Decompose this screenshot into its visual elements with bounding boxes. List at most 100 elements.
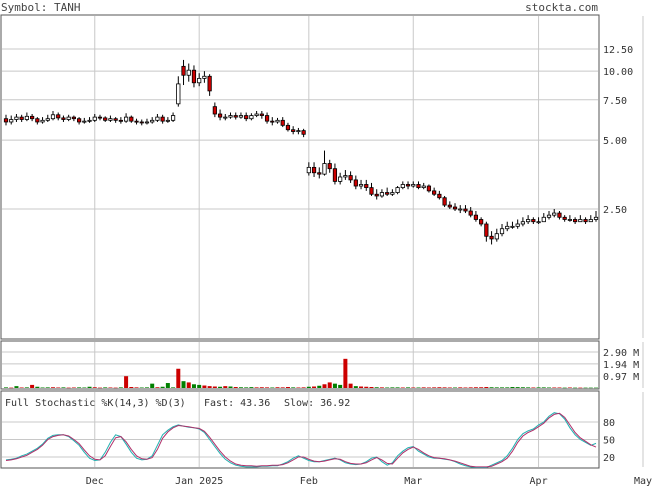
volume-bar bbox=[19, 387, 24, 389]
candle bbox=[3, 114, 9, 126]
volume-bar bbox=[165, 383, 170, 388]
candle-body bbox=[578, 219, 583, 223]
volume-bar bbox=[223, 386, 228, 388]
candle-body bbox=[468, 210, 473, 216]
stochastic-fast-label: Fast: 43.36 bbox=[204, 398, 270, 409]
candle bbox=[238, 112, 244, 119]
volume-bar bbox=[426, 387, 431, 389]
candle-body bbox=[317, 172, 322, 175]
volume-bar bbox=[160, 386, 165, 388]
volume-bar bbox=[296, 387, 301, 389]
candle bbox=[510, 221, 515, 229]
candle bbox=[14, 114, 19, 122]
volume-bar bbox=[139, 387, 144, 389]
volume-bar bbox=[129, 387, 134, 388]
candle-body bbox=[61, 117, 66, 120]
volume-bar bbox=[233, 387, 238, 388]
candle-body bbox=[452, 206, 458, 210]
volume-bar bbox=[77, 387, 82, 388]
candle bbox=[76, 117, 82, 125]
candle bbox=[400, 181, 405, 190]
volume-bar bbox=[353, 386, 358, 388]
grid-lines bbox=[2, 16, 644, 467]
candle bbox=[197, 73, 202, 87]
candle-body bbox=[526, 219, 531, 223]
volume-bar bbox=[379, 387, 384, 388]
candle-body bbox=[3, 118, 9, 123]
candle bbox=[191, 65, 197, 88]
volume-bar bbox=[202, 385, 207, 388]
candle-body bbox=[181, 65, 186, 76]
candle-body bbox=[374, 193, 379, 197]
candle bbox=[578, 215, 583, 223]
candle bbox=[432, 187, 437, 196]
volume-bar bbox=[197, 384, 202, 388]
candle bbox=[536, 217, 541, 224]
candle-body bbox=[82, 120, 87, 123]
candle bbox=[249, 113, 254, 121]
volume-bar bbox=[306, 386, 311, 388]
candle bbox=[520, 217, 526, 227]
volume-bar bbox=[484, 387, 489, 388]
candle-body bbox=[254, 113, 259, 116]
volume-bar bbox=[505, 387, 510, 388]
candle bbox=[270, 117, 275, 126]
candle-body bbox=[546, 214, 552, 218]
candle bbox=[546, 211, 552, 220]
volume-bar bbox=[557, 387, 562, 389]
volume-bar bbox=[473, 387, 478, 388]
candle-body bbox=[155, 116, 160, 121]
candle-body bbox=[510, 225, 515, 228]
candle-body bbox=[244, 115, 249, 120]
x-tick-label: Feb bbox=[300, 476, 318, 486]
symbol-label: Symbol: TANH bbox=[1, 1, 80, 14]
candle bbox=[526, 215, 531, 224]
candle-body bbox=[238, 115, 244, 118]
volume-bar bbox=[124, 376, 129, 388]
candle-body bbox=[275, 119, 280, 123]
candle bbox=[385, 187, 390, 196]
candle bbox=[379, 189, 385, 198]
candle-body bbox=[379, 192, 385, 197]
volume-bar bbox=[594, 387, 598, 389]
volume-bar bbox=[181, 381, 186, 388]
volume-bar bbox=[453, 387, 458, 389]
stochastic-tick-label: 80 bbox=[603, 418, 615, 429]
candle bbox=[9, 115, 14, 125]
candle bbox=[374, 189, 379, 200]
candle bbox=[233, 112, 238, 120]
volume-bar bbox=[97, 387, 102, 389]
candle-body bbox=[50, 114, 56, 120]
stochastic-lines bbox=[5, 412, 597, 468]
candle-body bbox=[118, 119, 123, 122]
candle-body bbox=[573, 219, 578, 223]
volume-bar bbox=[510, 387, 515, 388]
price-tick-label: 2.50 bbox=[603, 205, 627, 216]
candle-body bbox=[280, 119, 285, 126]
volume-bar bbox=[489, 387, 494, 388]
candle bbox=[129, 115, 134, 123]
stochastic-slow-label: Slow: 36.92 bbox=[284, 398, 350, 409]
volume-bar bbox=[71, 387, 76, 389]
candle bbox=[358, 179, 364, 190]
candle-body bbox=[489, 235, 494, 240]
candle bbox=[254, 110, 259, 118]
candle-body bbox=[56, 114, 61, 119]
candle-body bbox=[515, 223, 520, 227]
candle-body bbox=[311, 166, 317, 174]
candle bbox=[207, 74, 212, 96]
candle-body bbox=[567, 219, 572, 221]
site-label[interactable]: stockta.com bbox=[525, 1, 598, 14]
candle-body bbox=[505, 225, 510, 230]
volume-bar bbox=[364, 386, 369, 388]
volume-bar bbox=[56, 387, 61, 389]
candle bbox=[134, 118, 139, 125]
candle bbox=[87, 117, 92, 123]
candle-body bbox=[129, 116, 134, 122]
candle-body bbox=[233, 115, 238, 118]
volume-bar bbox=[275, 387, 280, 388]
volume-bar bbox=[118, 387, 123, 388]
candle-body bbox=[442, 197, 447, 206]
volume-bar bbox=[343, 358, 348, 388]
price-tick-label: 10.00 bbox=[603, 67, 633, 78]
